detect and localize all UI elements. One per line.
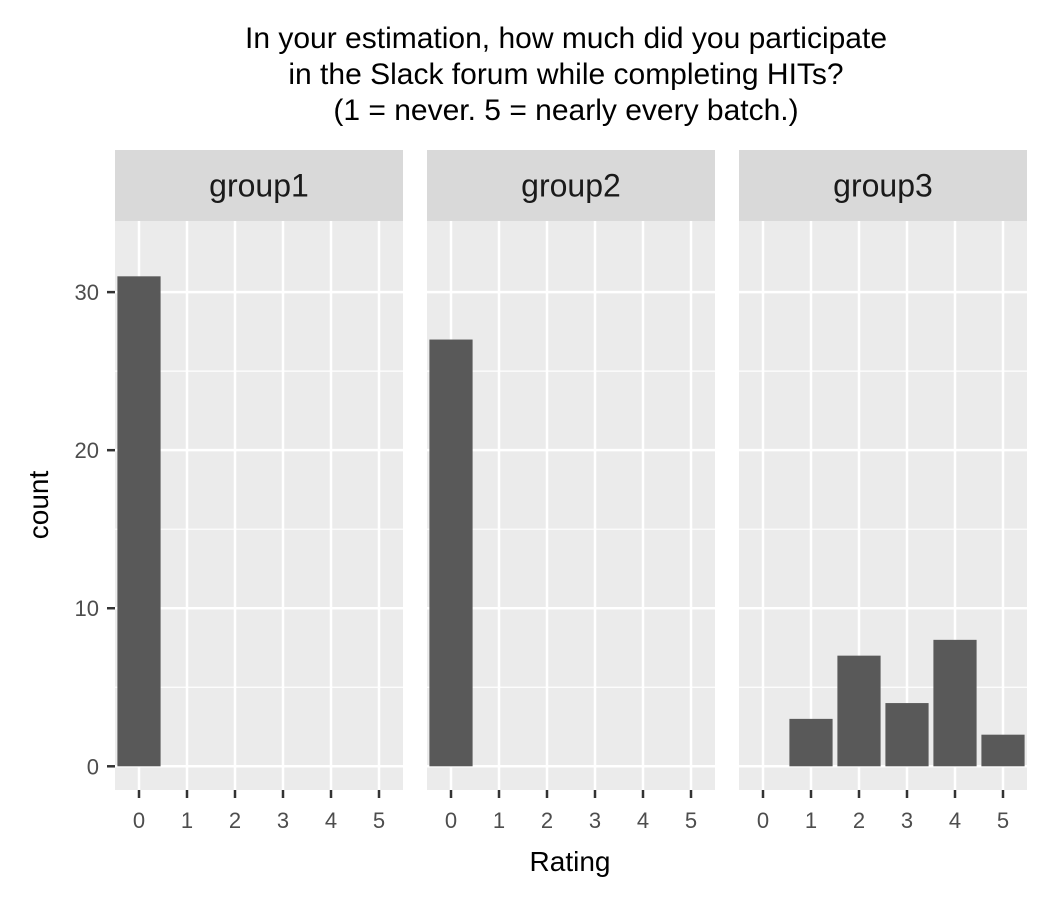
x-tick-label: 2 xyxy=(541,808,553,833)
x-tick-label: 3 xyxy=(277,808,289,833)
panel-background xyxy=(115,221,403,790)
facet-strip-label: group3 xyxy=(833,168,933,204)
facet-panel-group3: group3 0 1 2 3 4 5 xyxy=(739,150,1027,833)
facet-panel-group1: group1 0 1 2 3 4 5 xyxy=(115,150,403,833)
x-tick-label: 2 xyxy=(229,808,241,833)
bar-group3-4 xyxy=(933,639,977,767)
x-tick-label: 2 xyxy=(853,808,865,833)
x-tick-label: 4 xyxy=(949,808,961,833)
bar-group3-2 xyxy=(837,655,881,767)
x-tick-label: 0 xyxy=(133,808,145,833)
x-tick-label: 1 xyxy=(805,808,817,833)
chart-title-line-1: In your estimation, how much did you par… xyxy=(245,22,887,55)
x-tick-label: 0 xyxy=(757,808,769,833)
x-tick-label: 3 xyxy=(901,808,913,833)
bar-group3-5 xyxy=(981,734,1025,767)
panel-background xyxy=(739,221,1027,790)
bar-group3-3 xyxy=(885,703,929,767)
panel-background xyxy=(427,221,715,790)
chart-title-line-2: in the Slack forum while completing HITs… xyxy=(288,58,843,91)
bar-group1-0 xyxy=(117,276,161,767)
x-tick-label: 0 xyxy=(445,808,457,833)
x-tick-label: 5 xyxy=(997,808,1009,833)
facet-strip-label: group1 xyxy=(209,168,309,204)
y-tick-label: 0 xyxy=(87,754,99,779)
x-tick-label: 4 xyxy=(637,808,649,833)
x-tick-label: 4 xyxy=(325,808,337,833)
x-tick-label: 1 xyxy=(493,808,505,833)
x-axis-title: Rating xyxy=(530,846,611,877)
y-tick-label: 30 xyxy=(75,280,99,305)
bar-group2-0 xyxy=(429,339,473,767)
x-tick-label: 5 xyxy=(685,808,697,833)
facet-strip-label: group2 xyxy=(521,168,621,204)
y-axis-title: count xyxy=(23,471,54,540)
y-tick-label: 20 xyxy=(75,438,99,463)
facet-panel-group2: group2 0 1 2 3 4 5 xyxy=(427,150,715,833)
facet-panels: group1 0 1 2 3 4 5 group2 0 1 2 3 4 5 group3 0 1 2 3 4 5 xyxy=(115,150,1027,833)
facet-strip xyxy=(115,150,403,221)
y-axis: 0 10 20 30 xyxy=(75,280,115,779)
x-tick-label: 1 xyxy=(181,808,193,833)
x-tick-label: 5 xyxy=(373,808,385,833)
facet-strip xyxy=(427,150,715,221)
chart-title-line-3: (1 = never. 5 = nearly every batch.) xyxy=(333,94,798,127)
bar-group3-1 xyxy=(789,718,833,767)
y-tick-label: 10 xyxy=(75,596,99,621)
facet-strip xyxy=(739,150,1027,221)
x-tick-label: 3 xyxy=(589,808,601,833)
